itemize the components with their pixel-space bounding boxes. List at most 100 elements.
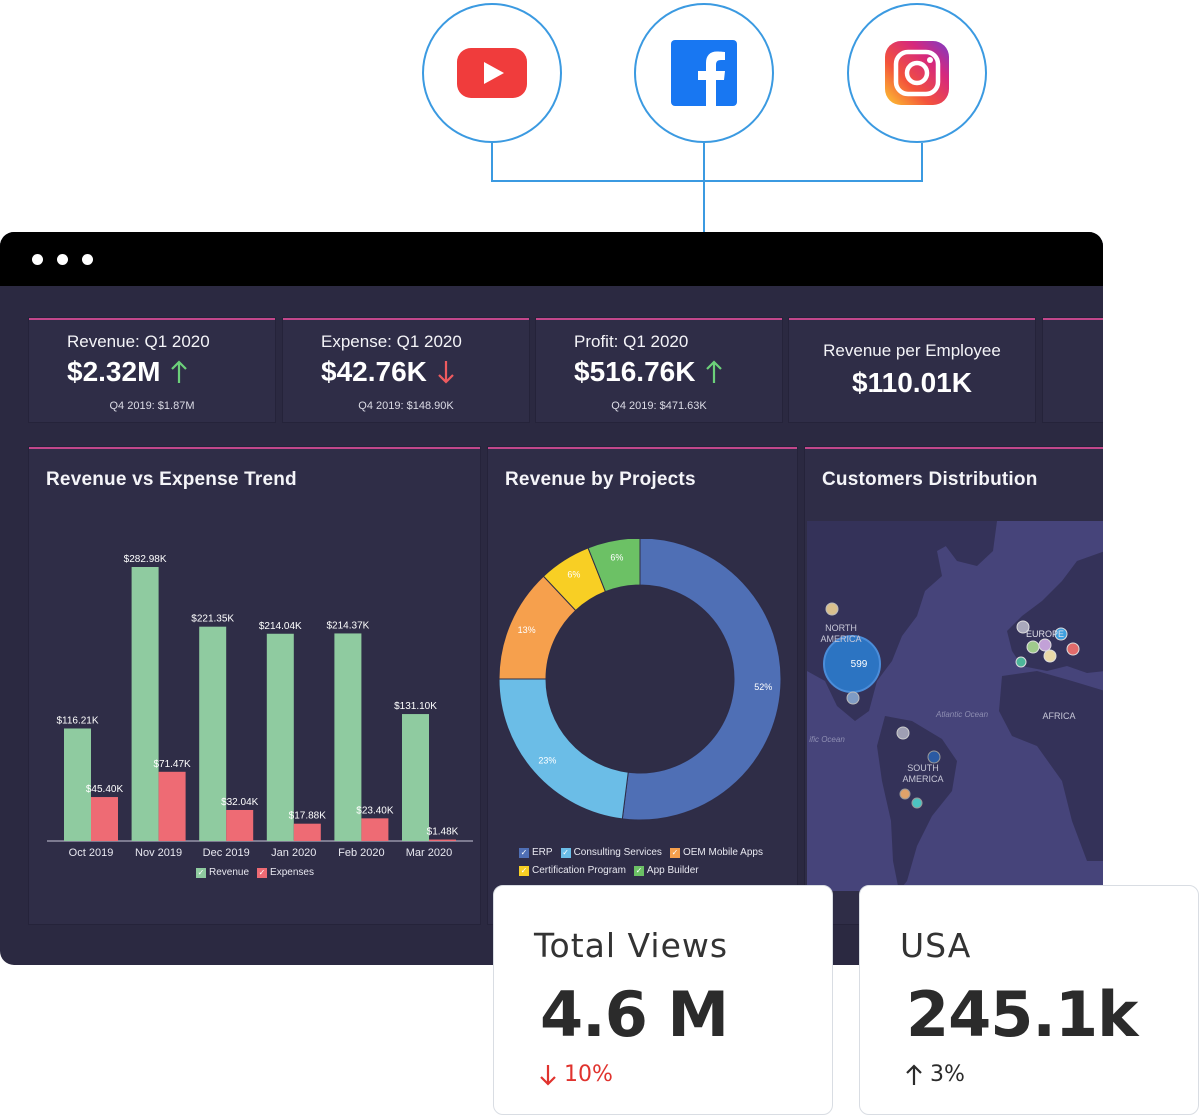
revenue-bar[interactable]	[334, 633, 362, 841]
chart-legend: ✓ ERP ✓ Consulting Services ✓ OEM Mobile Ap…	[519, 847, 763, 858]
connector-line	[921, 143, 923, 182]
map-bubble	[911, 797, 923, 809]
x-tick-label: Jan 2020	[271, 847, 316, 859]
kpi-profit[interactable]: Profit: Q1 2020 $516.76K Q4 2019: $471.6…	[536, 318, 782, 422]
facebook-circle[interactable]	[634, 3, 774, 143]
card-label: USA	[900, 926, 972, 965]
kpi-value: $110.01K	[852, 367, 972, 398]
legend-item[interactable]: ✓ ERP	[519, 847, 553, 858]
legend-item[interactable]: ✓ App Builder	[633, 865, 699, 876]
kpi-previous: Q4 2019: $148.90K	[358, 400, 454, 412]
slice-label: 6%	[567, 570, 580, 580]
slice-label: 13%	[518, 625, 536, 635]
kpi-partial[interactable]	[1043, 318, 1103, 422]
card-label: Total Views	[534, 926, 729, 965]
revenue-bar[interactable]	[131, 567, 159, 841]
data-label: $282.98K	[124, 554, 167, 565]
chart-legend: ✓ Certification Program ✓ App Builder	[519, 865, 699, 876]
map-landmass-africa	[999, 671, 1103, 861]
legend-label: Consulting Services	[573, 847, 662, 858]
map-label: AMERICA	[902, 774, 943, 784]
card-total-views[interactable]: Total Views 4.6 M 10%	[493, 885, 833, 1115]
slice-label: 23%	[538, 756, 556, 766]
arrow-up-icon	[706, 360, 723, 383]
slice-label: 6%	[610, 553, 623, 563]
dashboard-window: Revenue: Q1 2020 $2.32M Q4 2019: $1.87M …	[0, 232, 1103, 965]
panel-revenue-expense: Revenue vs Expense Trend $116.21K $45.40K…	[29, 447, 480, 924]
panel-revenue-projects: Revenue by Projects 52% 23% 13% 6% 6% ✓ ERP ✓…	[488, 447, 797, 924]
x-tick-label: Oct 2019	[69, 847, 114, 859]
data-label: $131.10K	[394, 701, 437, 712]
x-tick-label: Nov 2019	[135, 847, 182, 859]
map-bubble-label: 599	[851, 659, 868, 670]
expenses-bar[interactable]	[361, 818, 389, 841]
map-bubble	[825, 602, 839, 616]
data-label: $32.04K	[221, 797, 259, 808]
data-label: $17.88K	[289, 811, 327, 822]
map-bubble	[1026, 640, 1040, 654]
map-bubble	[1043, 649, 1057, 663]
x-tick-label: Feb 2020	[338, 847, 384, 859]
instagram-icon	[885, 41, 949, 105]
legend-item[interactable]: ✓ Revenue	[196, 867, 250, 878]
expenses-bar[interactable]	[158, 771, 186, 841]
data-label: $71.47K	[153, 759, 191, 770]
map-label: EUROPE	[1026, 629, 1064, 639]
instagram-circle[interactable]	[847, 3, 987, 143]
window-dot[interactable]	[82, 253, 93, 265]
map-bubble	[1038, 638, 1052, 652]
map-bubble	[846, 691, 860, 705]
expenses-bar[interactable]	[429, 839, 456, 841]
panel-customers-distribution: Customers Distribution 599 NORTH AMER	[805, 447, 1103, 924]
map-label: NORTH	[825, 623, 857, 633]
legend-item[interactable]: ✓ Expenses	[257, 867, 314, 878]
map-bubble	[899, 788, 911, 800]
legend-item[interactable]: ✓ Certification Program	[519, 865, 626, 876]
kpi-value: $516.76K	[574, 356, 696, 387]
revenue-bar[interactable]	[266, 633, 294, 841]
map-bubble	[1016, 620, 1030, 634]
map-landmass-greenland	[927, 521, 997, 566]
map-label: SOUTH	[907, 763, 939, 773]
arrow-down-icon	[438, 361, 454, 384]
window-dot[interactable]	[32, 253, 43, 265]
youtube-circle[interactable]	[422, 3, 562, 143]
world-map[interactable]: 599 NORTH AMERICA EUROPE AFRICA SOUTH AM…	[807, 521, 1103, 891]
data-label: $116.21K	[56, 715, 98, 726]
legend-label: App Builder	[646, 865, 699, 876]
donut-slice[interactable]	[587, 539, 641, 593]
kpi-previous: Q4 2019: $1.87M	[109, 400, 195, 412]
legend-item[interactable]: ✓ OEM Mobile Apps	[669, 847, 763, 858]
card-usa[interactable]: USA 245.1k 3%	[859, 885, 1199, 1115]
data-label: $45.40K	[86, 784, 124, 795]
donut-slice[interactable]	[621, 539, 782, 821]
kpi-revenue[interactable]: Revenue: Q1 2020 $2.32M Q4 2019: $1.87M	[29, 318, 275, 422]
map-bubble	[896, 726, 910, 740]
kpi-title: Revenue per Employee	[823, 341, 1001, 360]
revenue-bar[interactable]	[64, 728, 91, 841]
kpi-expense[interactable]: Expense: Q1 2020 $42.76K Q4 2019: $148.9…	[283, 318, 529, 422]
revenue-bar[interactable]	[402, 714, 429, 841]
expenses-bar[interactable]	[293, 823, 321, 841]
map-bubble	[1015, 656, 1027, 668]
chart-legend: ✓ Revenue ✓ Expenses	[196, 867, 314, 878]
kpi-title: Expense: Q1 2020	[321, 332, 462, 351]
connector-line	[491, 143, 493, 182]
data-label: $214.37K	[326, 620, 369, 631]
expenses-bar[interactable]	[91, 797, 118, 841]
kpi-revenue-per-employee[interactable]: Revenue per Employee $110.01K	[789, 318, 1035, 422]
legend-item[interactable]: ✓ Consulting Services	[560, 847, 662, 858]
slice-label: 52%	[754, 682, 772, 692]
panel-title: Customers Distribution	[822, 469, 1038, 490]
legend-label: Revenue	[209, 867, 250, 878]
window-dot[interactable]	[57, 253, 68, 265]
donut-slice[interactable]	[498, 678, 629, 820]
youtube-icon	[457, 48, 527, 98]
expenses-bar[interactable]	[226, 809, 254, 841]
map-bubble	[1054, 627, 1068, 641]
map-bubble	[927, 750, 941, 764]
kpi-previous: Q4 2019: $471.63K	[611, 400, 707, 412]
revenue-bar[interactable]	[199, 626, 227, 841]
arrow-up-icon	[906, 1063, 922, 1085]
card-value: 4.6 M	[540, 978, 729, 1051]
